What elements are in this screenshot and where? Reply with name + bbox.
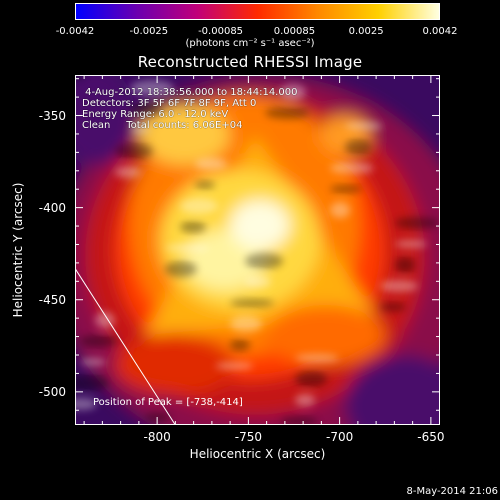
x-tick-label: -750 xyxy=(234,430,262,444)
heatmap-ripples xyxy=(75,75,439,425)
colorbar-tick-label: -0.0025 xyxy=(129,26,169,37)
plot-frame xyxy=(75,75,440,425)
info-detectors: Detectors: 3F 5F 6F 7F 8F 9F, Att 0 xyxy=(82,98,257,109)
info-counts: Clean Total counts: 6.06E+04 xyxy=(82,120,243,131)
info-time-range: 4-Aug-2012 18:38:56.000 to 18:44:14.000 xyxy=(82,87,298,98)
y-tick-label: -400 xyxy=(38,200,66,215)
colorbar-tick-label: 0.00085 xyxy=(273,26,316,37)
x-tick-label: -700 xyxy=(326,430,354,444)
peak-position: Position of Peak = [-738,-414] xyxy=(93,397,243,408)
x-axis-label: Heliocentric X (arcsec) xyxy=(189,447,326,461)
solar-limb-line xyxy=(75,268,176,425)
info-energy-range: Energy Range: 6.0 - 12.0 keV xyxy=(82,109,229,120)
y-tick-label: -450 xyxy=(38,292,66,307)
colorbar-unit: (photons cm⁻² s⁻¹ asec⁻²) xyxy=(185,38,315,49)
colorbar-tick-label: -0.00085 xyxy=(198,26,244,37)
colorbar xyxy=(75,3,440,20)
chart-title: Reconstructed RHESSI Image xyxy=(137,53,363,71)
datestamp: 8-May-2014 21:06 xyxy=(406,486,498,497)
heatmap-emission xyxy=(75,75,440,425)
colorbar-tick-label: 0.0042 xyxy=(422,26,458,37)
x-tick-label: -800 xyxy=(143,430,171,444)
y-tick-label: -350 xyxy=(38,108,66,123)
colorbar-tick-label: 0.0025 xyxy=(348,26,384,37)
plot-area xyxy=(75,75,440,425)
y-tick-label: -500 xyxy=(38,384,66,399)
colorbar-tick-label: -0.0042 xyxy=(55,26,95,37)
y-axis-label: Heliocentric Y (arcsec) xyxy=(11,182,25,318)
x-tick-label: -650 xyxy=(417,430,445,444)
